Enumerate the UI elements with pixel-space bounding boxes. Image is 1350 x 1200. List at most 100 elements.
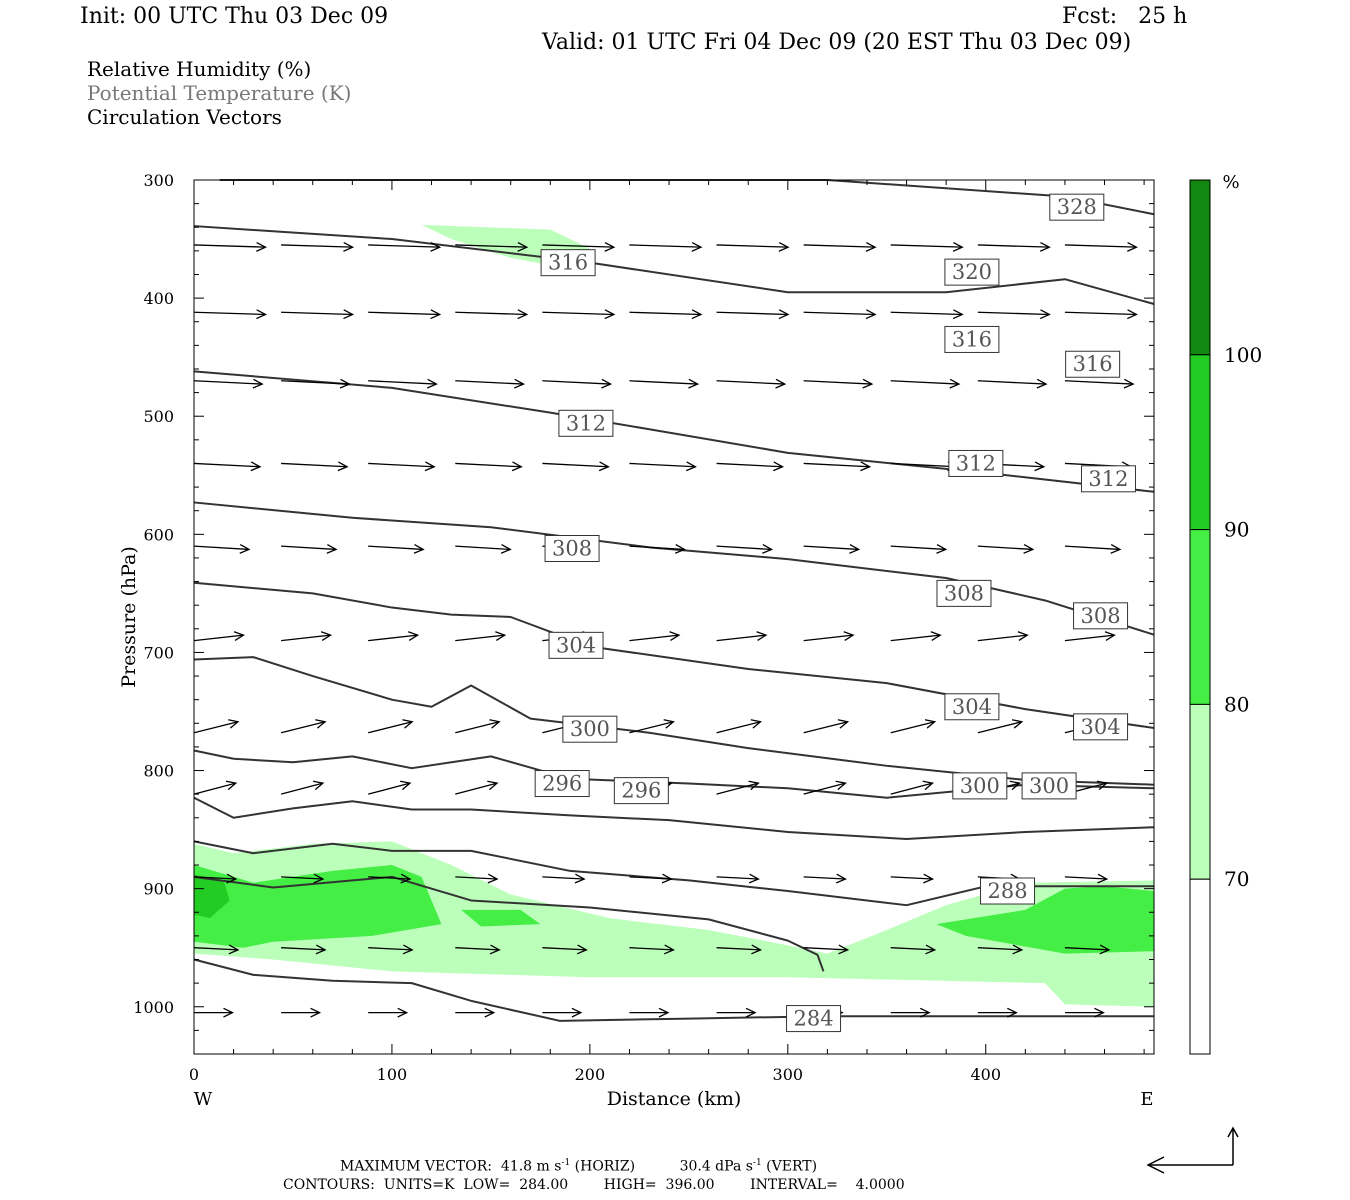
colorbar-segment [1189, 878, 1211, 1055]
y-tick-label: 600 [143, 525, 174, 544]
svg-text:316: 316 [548, 251, 588, 275]
svg-text:304: 304 [556, 633, 596, 657]
circulation-vector [1064, 378, 1135, 389]
circulation-vector [368, 543, 425, 554]
contour-label: 304 [944, 693, 1000, 721]
circulation-vector [455, 309, 529, 320]
circulation-vector [542, 461, 610, 472]
colorbar-unit: % [1222, 172, 1239, 193]
contour-label: 308 [936, 579, 992, 607]
circulation-vector [193, 378, 264, 389]
y-tick-label: 700 [143, 643, 174, 662]
theta-contour-316 [193, 370, 1155, 493]
circulation-vector [280, 780, 325, 795]
circulation-vector [629, 631, 681, 642]
circulation-vector [716, 241, 790, 252]
circulation-vector [455, 543, 512, 554]
y-tick-label: 1000 [133, 998, 174, 1017]
svg-text:316: 316 [952, 327, 992, 351]
colorbar-level-label: 90 [1224, 518, 1249, 542]
circulation-vector [629, 1007, 670, 1018]
circulation-vector [716, 780, 760, 795]
circulation-vector [455, 1007, 496, 1018]
circulation-vector [455, 719, 501, 734]
circulation-vector [281, 461, 349, 472]
contour-label: 320 [944, 258, 1000, 286]
circulation-vector [890, 944, 937, 955]
circulation-vector [803, 309, 877, 320]
circulation-vector [1064, 1007, 1105, 1018]
valid-time: Valid: 01 UTC Fri 04 Dec 09 (20 EST Thu … [542, 30, 1132, 55]
colorbar-level-label: 80 [1224, 692, 1249, 716]
theta-contour-304 [193, 656, 1155, 786]
circulation-vector [629, 378, 700, 389]
circulation-vector [1064, 944, 1111, 955]
circulation-vector [716, 1007, 757, 1018]
contour-label: 308 [1073, 602, 1129, 630]
svg-text:300: 300 [570, 717, 610, 741]
circulation-vector [455, 780, 499, 795]
circulation-vector [890, 873, 935, 884]
circulation-vector [368, 378, 438, 389]
svg-text:300: 300 [960, 774, 1000, 798]
theta-contour-292 [193, 840, 1154, 907]
circulation-vector [977, 631, 1029, 642]
svg-text:288: 288 [987, 879, 1027, 903]
max-vector-note: MAXIMUM VECTOR: 41.8 m s-1 (HORIZ) 30.4 … [340, 1158, 818, 1175]
legend-circulation-vectors: Circulation Vectors [87, 105, 282, 129]
circulation-vector [368, 719, 414, 734]
contour-label: 316 [540, 249, 596, 277]
rh-region-80 [936, 886, 1154, 954]
x-axis-label: Distance (km) [607, 1088, 742, 1110]
circulation-vector [890, 631, 942, 642]
circulation-vector [803, 543, 861, 554]
colorbar-segment [1189, 703, 1211, 880]
scale-vector-icon [1146, 1126, 1239, 1174]
circulation-vector [890, 719, 937, 734]
circulation-vector [193, 631, 245, 642]
theta-contour-284 [193, 958, 1154, 1022]
circulation-vector [280, 719, 327, 734]
theta-contour-300 [193, 749, 1155, 799]
circulation-vector [455, 944, 501, 955]
svg-text:312: 312 [566, 411, 606, 435]
circulation-vector [368, 631, 420, 642]
circulation-vector [368, 461, 436, 472]
contour-label: 300 [952, 772, 1008, 800]
circulation-vector [193, 461, 262, 472]
rh-region-70 [194, 841, 1154, 1007]
circulation-vector [803, 461, 872, 472]
y-tick-label: 900 [143, 880, 174, 899]
colorbar-level-label: 70 [1224, 867, 1249, 891]
circulation-vector [193, 873, 238, 884]
circulation-vector [542, 241, 616, 252]
circulation-vector [629, 873, 673, 884]
circulation-vector [542, 944, 588, 955]
contour-label: 312 [558, 409, 614, 437]
contour-label: 328 [1049, 193, 1105, 221]
circulation-vector [281, 378, 351, 389]
theta-contour-328 [219, 179, 1155, 216]
circulation-vector [716, 873, 760, 884]
circulation-vector [542, 309, 616, 320]
circulation-vector [977, 309, 1051, 320]
circulation-vector [890, 378, 961, 389]
contour-label: 312 [948, 449, 1004, 477]
x-tick-label: 300 [773, 1065, 804, 1084]
circulation-vector [716, 719, 763, 734]
circulation-vector [629, 241, 703, 252]
contours-note: CONTOURS: UNITS=K LOW= 284.00 HIGH= 396.… [283, 1177, 905, 1193]
theta-contour-320 [193, 225, 1155, 305]
contour-label: 312 [1080, 465, 1136, 493]
x-tick-label: 200 [575, 1065, 606, 1084]
circulation-vector [193, 719, 240, 734]
circulation-vector [977, 378, 1048, 389]
y-axis-label: Pressure (hPa) [118, 546, 140, 688]
x-tick-label: 400 [970, 1065, 1001, 1084]
circulation-vector [368, 873, 412, 884]
legend-potential-temperature: Potential Temperature (K) [87, 81, 352, 105]
circulation-vector [542, 378, 613, 389]
circulation-vector [281, 1007, 322, 1018]
circulation-vector [977, 1007, 1018, 1018]
